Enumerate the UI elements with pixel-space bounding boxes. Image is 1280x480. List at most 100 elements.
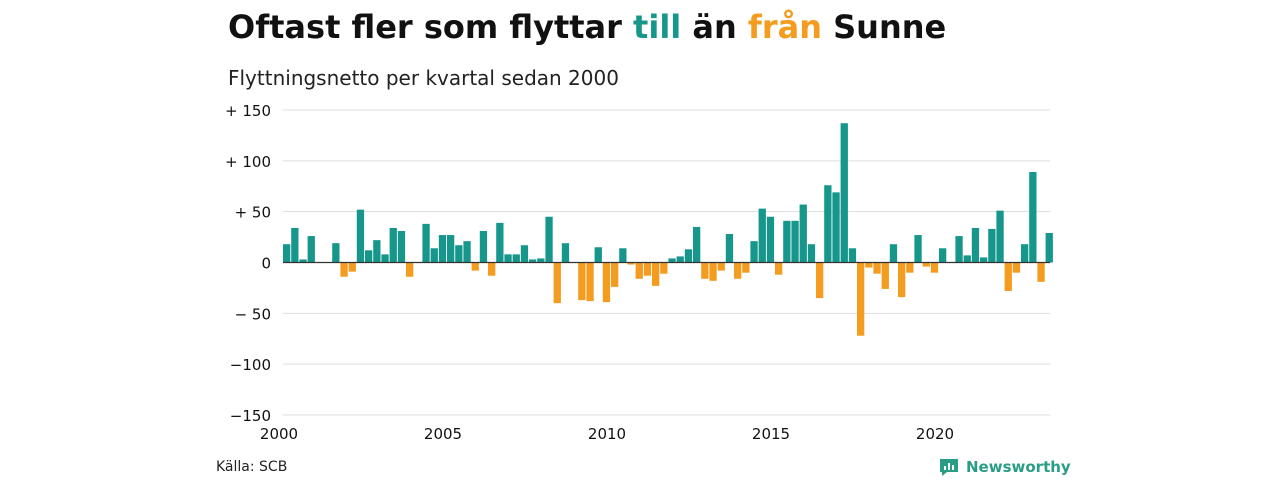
y-tick-label: 0 [261,255,271,273]
bar [955,236,963,263]
bar [373,240,381,263]
bar [906,262,914,273]
bar [816,262,824,299]
bar [766,216,775,263]
bar [611,262,619,287]
bar [857,262,865,336]
bar [397,230,406,263]
chart-title: Oftast fler som flyttar till än från Sun… [228,8,946,46]
bar [742,262,750,273]
bar [701,262,709,279]
bar [980,257,988,263]
bar [652,262,660,286]
bar [660,262,668,274]
bar [922,262,930,267]
bar [283,244,291,263]
bar [471,262,479,271]
bar [1029,172,1037,263]
bar [619,248,627,263]
bar [520,245,529,263]
y-tick-label: − 50 [235,305,271,323]
bar [348,262,356,272]
bar [561,243,570,263]
bar [725,234,734,263]
newsworthy-icon [940,459,958,476]
y-tick-label: + 50 [235,204,271,222]
bar [930,262,939,273]
bar [422,223,430,263]
y-tick-label: −100 [230,356,271,374]
title-mid: än [681,8,748,46]
x-tick-label: 2005 [424,425,462,443]
bar [865,262,873,268]
bar [381,254,389,263]
bar [881,262,889,289]
bar [545,216,553,263]
bar [791,220,799,263]
bar [299,259,307,263]
bars [283,123,1053,336]
bar [1012,262,1021,273]
bar [496,222,504,263]
bar [627,262,635,265]
bar [693,226,701,263]
bar [356,209,365,263]
bar [365,250,373,263]
title-negative-word: från [747,8,822,46]
title-end: Sunne [821,8,947,46]
bar [578,262,586,301]
x-tick-label: 2010 [588,425,626,443]
source-note: Källa: SCB [216,459,288,475]
bar [291,227,299,263]
bar [340,262,348,277]
bar [389,227,397,263]
bar [537,258,545,263]
x-axis: 2000 2005 2010 2015 2020 [260,261,1050,443]
bar [783,220,791,263]
bar [447,235,455,263]
bar [832,192,840,263]
bar [668,258,676,263]
bar [709,262,717,281]
brand-name: Newsworthy [966,458,1071,476]
bar [553,262,561,304]
bar [594,247,602,263]
x-tick-label: 2020 [916,425,954,443]
bar [939,248,947,263]
bar [988,228,996,263]
bar [488,262,496,276]
x-tick-label: 2000 [260,425,298,443]
title-part1: Oftast fler som flyttar [228,8,634,46]
bar [463,241,471,263]
x-tick-label: 2015 [752,425,790,443]
bar [1045,233,1053,263]
bar [1021,244,1029,263]
bar [307,236,315,263]
bar [643,262,652,276]
y-tick-label: −150 [230,407,271,425]
bar [406,262,414,277]
bar [479,230,488,263]
bar [775,262,783,275]
bar [799,204,807,263]
bar [807,244,816,263]
bar [586,262,594,302]
y-tick-label: + 150 [225,102,271,120]
bar [717,262,725,271]
grid-lines [283,109,1050,416]
bar [676,256,684,263]
bar [971,227,980,263]
bar [996,210,1004,263]
bar [512,254,520,263]
brand-logo[interactable]: Newsworthy [938,456,1071,478]
bar [963,255,971,263]
bar [529,259,537,263]
y-tick-label: + 100 [225,153,271,171]
bar [914,235,922,263]
bar [455,245,463,263]
bar [750,241,758,263]
chart-subtitle: Flyttningsnetto per kvartal sedan 2000 [228,66,619,90]
bar [1037,262,1045,282]
bar [635,262,643,279]
bar [758,208,766,263]
